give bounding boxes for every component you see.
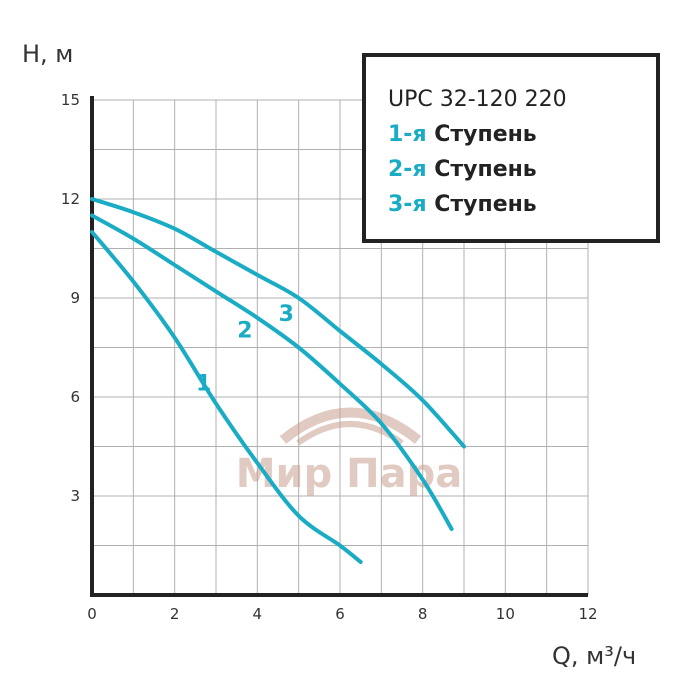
legend-entry-3-text: Ступень xyxy=(434,192,536,217)
legend-entry-1-text: Ступень xyxy=(434,122,536,147)
legend-entry-2-text: Ступень xyxy=(434,157,536,182)
x-tick-label: 12 xyxy=(578,605,597,623)
watermark-arc-icon xyxy=(279,407,422,444)
legend-entry-3: 3-я Ступень xyxy=(388,192,537,217)
legend-entry-1-number: 1-я xyxy=(388,122,427,147)
legend-entry-2: 2-я Ступень xyxy=(388,157,537,182)
axes xyxy=(90,96,588,597)
y-tick-label: 9 xyxy=(70,289,80,307)
x-tick-label: 10 xyxy=(496,605,515,623)
legend-entry-1: 1-я Ступень xyxy=(388,122,537,147)
legend-box xyxy=(362,53,660,243)
y-axis-title: H, м xyxy=(22,40,73,68)
legend-title: UPC 32-120 220 xyxy=(388,87,567,112)
y-tick-label: 6 xyxy=(70,388,80,406)
y-tick-label: 3 xyxy=(70,487,80,505)
curve-labels: 1 2 3 xyxy=(196,302,294,396)
series-line-3 xyxy=(90,197,466,449)
y-tick-label: 12 xyxy=(61,190,80,208)
axis-titles: H, м Q, м³/ч xyxy=(22,40,636,670)
series-line-1 xyxy=(90,230,363,564)
x-axis-title: Q, м³/ч xyxy=(552,642,636,670)
legend-entry-3-number: 3-я xyxy=(388,192,427,217)
watermark-text: Мир Пара xyxy=(236,451,462,497)
watermark-logo: Мир Пара xyxy=(236,407,462,497)
series-line-2 xyxy=(90,213,454,531)
curve-label-3: 3 xyxy=(279,302,294,327)
legend-entry-2-number: 2-я xyxy=(388,157,427,182)
x-tick-label: 0 xyxy=(87,605,97,623)
legend: UPC 32-120 220 1-я Ступень 2-я Ступень 3… xyxy=(362,53,660,243)
x-tick-label: 6 xyxy=(335,605,345,623)
curve-label-1: 1 xyxy=(196,371,211,396)
y-tick-label: 15 xyxy=(61,91,80,109)
curve-label-2: 2 xyxy=(237,319,252,344)
x-tick-label: 2 xyxy=(170,605,180,623)
x-tick-label: 8 xyxy=(418,605,428,623)
series xyxy=(90,197,466,564)
x-tick-label: 4 xyxy=(253,605,263,623)
